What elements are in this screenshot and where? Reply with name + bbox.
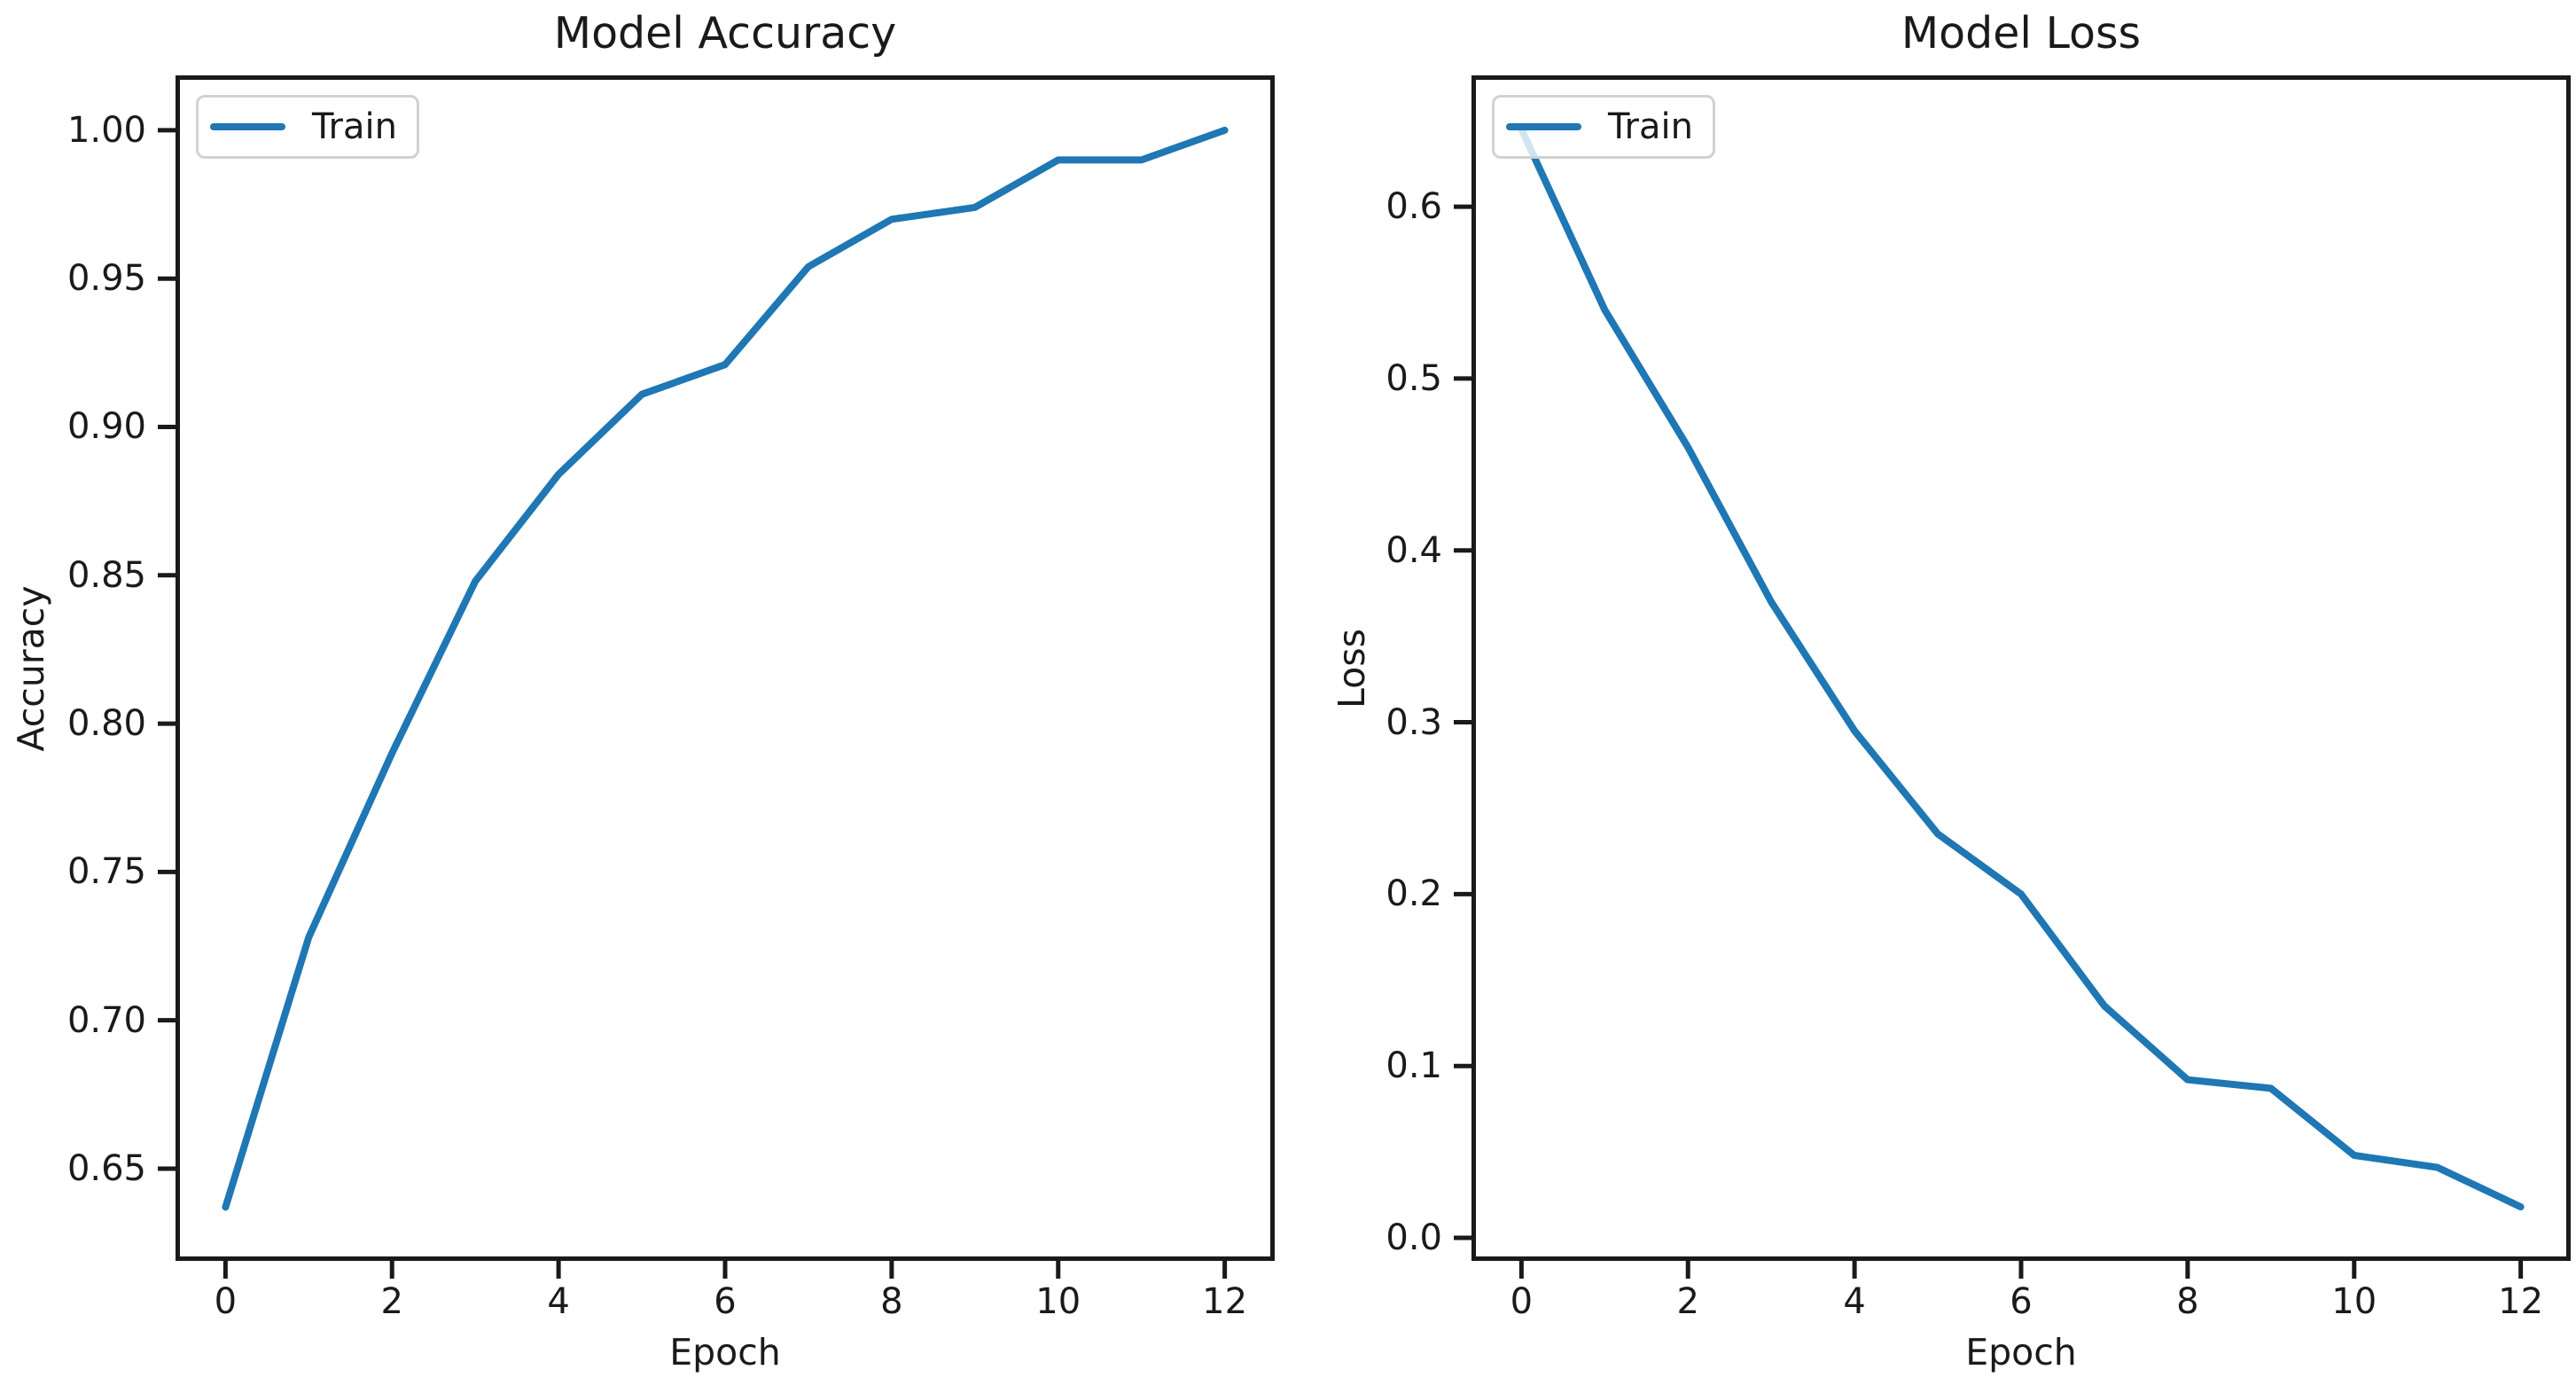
x-tick-label: 12 [2498, 1281, 2544, 1322]
x-tick-label: 0 [1510, 1281, 1534, 1322]
legend-line-sample [1506, 123, 1581, 130]
x-tick-label: 6 [714, 1281, 737, 1322]
train-line [222, 126, 1229, 1211]
chart-title: Model Loss [1901, 7, 2142, 59]
x-axis-label: Epoch [1965, 1331, 2077, 1373]
x-tick-label: 8 [2176, 1281, 2199, 1322]
y-tick-label: 0.6 [1386, 186, 1442, 228]
legend-label: Train [1608, 106, 1693, 147]
y-tick-label: 1.00 [66, 109, 146, 151]
y-tick-label: 0.4 [1386, 529, 1442, 571]
x-tick-label: 2 [380, 1281, 403, 1322]
legend: Train [1492, 95, 1715, 159]
y-tick-label: 0.3 [1386, 701, 1442, 743]
x-tick-label: 8 [880, 1281, 903, 1322]
x-axis-label: Epoch [669, 1331, 781, 1373]
legend: Train [196, 95, 419, 159]
x-tick-label: 12 [1202, 1281, 1248, 1322]
plot-area [1454, 75, 2571, 1279]
x-tick-label: 6 [2010, 1281, 2033, 1322]
y-tick-label: 0.0 [1386, 1217, 1442, 1259]
x-tick-label: 10 [2331, 1281, 2377, 1322]
y-tick-label: 0.75 [66, 851, 146, 893]
y-tick-label: 0.65 [66, 1147, 146, 1189]
y-tick-label: 0.95 [66, 258, 146, 300]
plot-area [158, 75, 1275, 1279]
x-tick-label: 4 [1843, 1281, 1866, 1322]
x-tick-label: 4 [547, 1281, 570, 1322]
chart-title: Model Accuracy [553, 7, 897, 59]
y-tick-label: 0.2 [1386, 873, 1442, 915]
axes-spines [1471, 75, 2571, 1261]
y-axis-label: Loss [1331, 628, 1373, 708]
legend-line-sample [210, 123, 285, 130]
x-tick-label: 2 [1676, 1281, 1699, 1322]
y-tick-label: 0.5 [1386, 357, 1442, 399]
y-tick-label: 0.90 [66, 406, 146, 448]
train-line [1518, 125, 2525, 1211]
y-tick-label: 0.80 [66, 703, 146, 745]
x-tick-label: 10 [1035, 1281, 1081, 1322]
y-tick-label: 0.1 [1386, 1045, 1442, 1087]
axes-spines [176, 75, 1275, 1261]
x-tick-label: 0 [214, 1281, 238, 1322]
y-tick-label: 0.70 [66, 999, 146, 1041]
legend-label: Train [312, 106, 397, 147]
y-tick-label: 0.85 [66, 554, 146, 596]
